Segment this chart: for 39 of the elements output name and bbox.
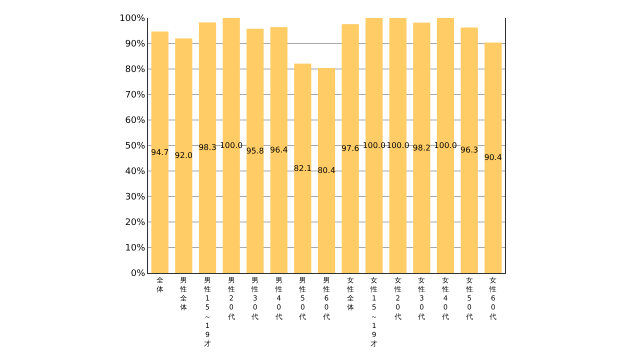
y-tick-label: 0% [130, 269, 146, 280]
data-label: 96.4 [270, 146, 288, 155]
bar [318, 68, 336, 273]
y-tick-label: 90% [125, 40, 146, 50]
y-tick-label: 10% [125, 244, 146, 254]
data-label: 90.4 [484, 153, 502, 162]
data-label: 97.6 [341, 144, 360, 154]
bar [175, 38, 192, 273]
data-label: 100.0 [362, 141, 386, 150]
bar [484, 42, 502, 273]
y-tick-label: 30% [125, 192, 146, 203]
y-tick-label: 80% [125, 65, 146, 76]
y-tick-label: 70% [125, 90, 146, 101]
bar [270, 27, 288, 273]
bar [294, 64, 312, 273]
data-label: 100.0 [434, 141, 457, 150]
bar [198, 22, 216, 273]
y-tick-label: 20% [125, 218, 146, 228]
bar [151, 32, 168, 273]
bar [460, 27, 478, 273]
y-tick-label: 50% [125, 142, 146, 152]
bar [342, 24, 359, 273]
data-label: 82.1 [294, 164, 312, 173]
y-tick-label: 40% [125, 167, 146, 178]
data-label: 98.2 [412, 143, 431, 152]
data-label: 100.0 [386, 141, 410, 150]
bar [413, 22, 430, 273]
data-label: 100.0 [220, 141, 243, 150]
bar [366, 18, 383, 273]
y-tick-label: 100% [119, 14, 146, 24]
data-label: 94.7 [150, 148, 169, 157]
bar [246, 28, 264, 273]
data-label: 98.3 [198, 143, 216, 152]
bar [436, 18, 454, 273]
data-label: 96.3 [460, 146, 478, 155]
data-label: 80.4 [318, 166, 336, 175]
data-label: 92.0 [174, 151, 193, 160]
y-tick-label: 60% [125, 116, 146, 126]
data-label: 95.8 [246, 146, 264, 156]
